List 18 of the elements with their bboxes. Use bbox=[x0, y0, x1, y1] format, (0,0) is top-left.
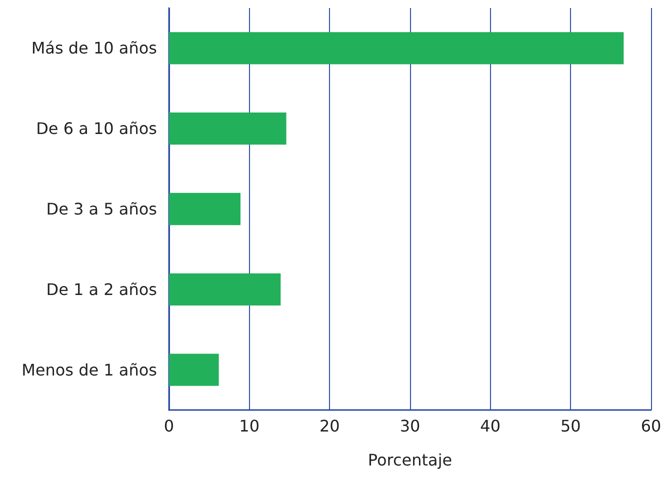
bar bbox=[169, 192, 240, 226]
x-tick-label: 0 bbox=[164, 416, 174, 436]
bar bbox=[169, 354, 219, 386]
y-tick-label: De 1 a 2 años bbox=[46, 280, 157, 299]
x-tick-label: 30 bbox=[400, 416, 420, 436]
x-tick-label: 20 bbox=[319, 416, 340, 436]
y-tick-label: Menos de 1 años bbox=[22, 360, 157, 380]
y-tick-label: De 6 a 10 años bbox=[36, 119, 157, 138]
x-tick-label: 50 bbox=[560, 416, 581, 436]
y-tick-label: De 3 a 5 años bbox=[46, 200, 157, 218]
x-tick-label: 40 bbox=[480, 416, 501, 436]
bar bbox=[169, 32, 624, 64]
x-tick-label: 60 bbox=[640, 416, 662, 436]
bar bbox=[169, 112, 286, 145]
bar bbox=[169, 273, 281, 306]
x-axis-title: Porcentaje bbox=[368, 450, 452, 470]
x-tick-label: 10 bbox=[239, 416, 260, 436]
y-tick-label: Más de 10 años bbox=[31, 38, 157, 58]
